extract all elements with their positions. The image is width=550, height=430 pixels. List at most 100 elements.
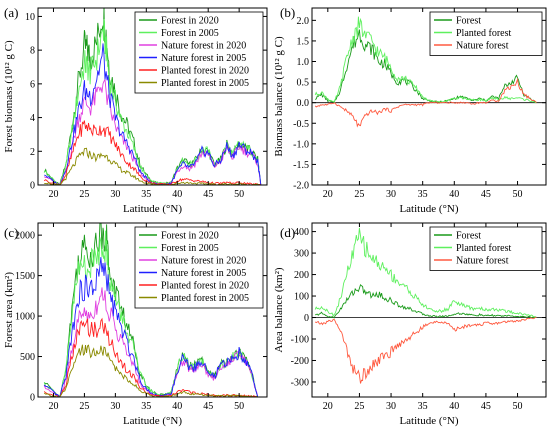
y-tick-label: 6 <box>30 79 35 90</box>
legend-label-1: Planted forest <box>456 243 511 254</box>
x-tick-label: 40 <box>449 189 459 200</box>
series-line-2 <box>314 77 537 128</box>
x-tick-label: 45 <box>481 401 491 412</box>
x-tick-label: 40 <box>172 401 182 412</box>
series-line-5 <box>43 344 258 397</box>
x-tick-label: 35 <box>418 189 428 200</box>
legend-label-2: Nature forest in 2020 <box>161 256 246 267</box>
y-axis-label: Area balance (km²) <box>273 267 285 352</box>
y-tick-label: 1.0 <box>297 57 310 68</box>
legend-label-0: Forest in 2020 <box>161 16 219 27</box>
x-axis-label: Latitude (°N) <box>399 415 458 427</box>
legend-label-3: Nature forest in 2005 <box>161 268 246 279</box>
x-tick-label: 35 <box>141 189 151 200</box>
plot-frame <box>311 7 547 186</box>
x-tick-label: 30 <box>110 401 120 412</box>
legend-label-5: Planted forest in 2005 <box>161 78 249 89</box>
y-tick-label: 2 <box>30 147 35 158</box>
y-tick-label: 2000 <box>15 231 35 242</box>
legend-box <box>134 226 264 309</box>
legend-label-1: Planted forest <box>456 28 511 39</box>
plot-frame <box>311 222 547 398</box>
x-tick-label: 50 <box>234 189 244 200</box>
series-line-5 <box>44 147 261 185</box>
x-tick-label: 50 <box>513 401 523 412</box>
y-tick-label: 1500 <box>15 271 35 282</box>
y-tick-label: -1.0 <box>293 139 309 150</box>
x-tick-label: 20 <box>323 189 333 200</box>
y-tick-label: -1.5 <box>293 160 309 171</box>
y-tick-label: 300 <box>294 249 309 260</box>
x-tick-label: 30 <box>110 189 120 200</box>
panel-2: (c)20 25 30 35 40 45 500500100015002000Latitud… <box>3 222 268 427</box>
plot-frame <box>37 222 268 398</box>
panel-label: (b) <box>280 5 295 20</box>
legend-label-3: Nature forest in 2005 <box>161 53 246 64</box>
y-tick-label: 400 <box>294 227 309 238</box>
y-tick-label: 1.5 <box>297 36 310 47</box>
y-tick-label: 1000 <box>15 312 35 323</box>
y-axis-label: Forest biomass (10¹² g C) <box>3 40 15 153</box>
panel-label: (d) <box>280 225 295 240</box>
y-tick-label: 500 <box>20 352 35 363</box>
y-tick-label: 0 <box>30 181 35 192</box>
panel-label: (a) <box>4 5 18 20</box>
legend-box <box>134 11 264 94</box>
y-tick-label: 0 <box>304 313 309 324</box>
x-tick-label: 35 <box>418 401 428 412</box>
y-tick-label: 0 <box>30 393 35 404</box>
y-tick-label: -2.0 <box>293 181 309 192</box>
y-tick-label: -0.5 <box>293 119 309 130</box>
x-tick-label: 25 <box>79 401 89 412</box>
x-tick-label: 45 <box>203 401 213 412</box>
panel-label: (c) <box>4 225 18 240</box>
y-tick-label: 8 <box>30 46 35 57</box>
x-tick-label: 25 <box>354 189 364 200</box>
x-tick-label: 45 <box>203 189 213 200</box>
legend-label-5: Planted forest in 2005 <box>161 293 249 304</box>
y-tick-label: 2.0 <box>297 16 310 27</box>
x-tick-label: 45 <box>481 189 491 200</box>
legend-label-4: Planted forest in 2020 <box>161 66 249 77</box>
y-tick-label: 100 <box>294 292 309 303</box>
legend-label-2: Nature forest <box>456 256 509 267</box>
y-tick-label: -300 <box>291 377 309 388</box>
series-group <box>314 227 537 384</box>
x-tick-label: 20 <box>48 189 58 200</box>
y-tick-label: 0.0 <box>297 98 310 109</box>
series-line-1 <box>314 227 537 318</box>
y-tick-label: 0.5 <box>297 78 310 89</box>
legend-label-1: Forest in 2005 <box>161 243 219 254</box>
legend-label-0: Forest <box>456 231 481 242</box>
x-tick-label: 25 <box>79 189 89 200</box>
x-tick-label: 50 <box>234 401 244 412</box>
x-axis-label: Latitude (°N) <box>123 415 182 427</box>
plot-frame <box>37 7 268 186</box>
x-tick-label: 40 <box>449 401 459 412</box>
y-tick-label: 10 <box>25 12 35 23</box>
legend-label-4: Planted forest in 2020 <box>161 281 249 292</box>
y-axis-label: Biomass balance (10¹² g C) <box>273 36 285 157</box>
x-tick-label: 25 <box>354 401 364 412</box>
panel-1: (b) 20 25 30 35 40 45 50 -2.0 -1.5 -1.0 -0.5 0.0 0.5 1… <box>273 5 547 215</box>
y-tick-label: 4 <box>30 113 35 124</box>
x-tick-label: 35 <box>141 401 151 412</box>
legend-label-1: Forest in 2005 <box>161 28 219 39</box>
x-tick-label: 20 <box>323 401 333 412</box>
y-tick-label: -200 <box>291 356 309 367</box>
y-axis-label: Forest area (km²) <box>3 272 15 348</box>
series-line-4 <box>43 120 262 185</box>
panel-3: (d) 20 25 30 35 40 45 50 -300 -200 -100 0 100 200 300 4… <box>273 222 547 427</box>
x-tick-label: 30 <box>386 189 396 200</box>
series-line-3 <box>43 257 259 397</box>
legend-label-0: Forest <box>456 16 481 27</box>
x-tick-label: 20 <box>48 401 58 412</box>
x-tick-label: 50 <box>513 189 523 200</box>
series-line-0 <box>314 283 537 319</box>
y-tick-label: 200 <box>294 270 309 281</box>
